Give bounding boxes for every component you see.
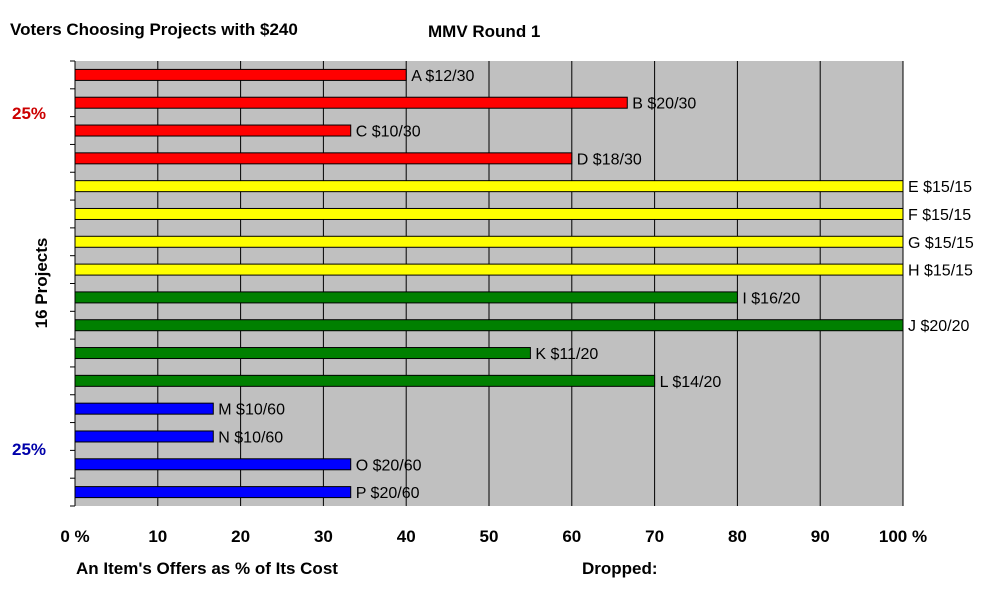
bar-a [74, 68, 407, 81]
bar-label: C $10/30 [356, 124, 421, 141]
x-tick-label: 30 [314, 527, 333, 546]
bar-c [74, 124, 352, 137]
bar-label: E $15/15 [908, 179, 972, 196]
bar-label: K $11/20 [535, 346, 598, 363]
x-tick-label: 100 % [879, 527, 927, 546]
x-tick-label: 40 [397, 527, 416, 546]
x-tick-label: 10 [148, 527, 167, 546]
top-group-share: 25% [12, 104, 47, 123]
chart-title: Voters Choosing Projects with $240 [10, 20, 298, 39]
bar-label: N $10/60 [218, 429, 283, 446]
bar-p [74, 486, 352, 499]
bar-i [74, 291, 738, 304]
x-tick-label: 20 [231, 527, 250, 546]
bar-m [74, 402, 214, 415]
bar-label: A $12/30 [411, 68, 474, 85]
bar-h [74, 263, 904, 276]
bar-j [74, 319, 904, 332]
bar-label: O $20/60 [356, 457, 422, 474]
bar-label: F $15/15 [908, 207, 971, 224]
round-title: MMV Round 1 [428, 22, 541, 41]
bar-n [74, 430, 214, 443]
bar-d [74, 152, 573, 165]
bar-b [74, 96, 628, 109]
bar-label: B $20/30 [632, 96, 696, 113]
bar-o [74, 458, 352, 471]
bar-f [74, 207, 904, 220]
bottom-group-share: 25% [12, 440, 47, 459]
x-tick-label: 0 % [60, 527, 89, 546]
bar-label: P $20/60 [356, 485, 420, 502]
bar-label: H $15/15 [908, 263, 973, 280]
bar-label: G $15/15 [908, 235, 974, 252]
dropped-label: Dropped: [582, 559, 658, 578]
bar-label: I $16/20 [742, 290, 800, 307]
x-tick-label: 80 [728, 527, 747, 546]
bar-l [74, 374, 656, 387]
bar-label: J $20/20 [908, 318, 969, 335]
bar-label: D $18/30 [577, 151, 642, 168]
bar-e [74, 180, 904, 193]
x-tick-label: 70 [645, 527, 664, 546]
bar-label: M $10/60 [218, 402, 285, 419]
x-tick-label: 60 [562, 527, 581, 546]
x-tick-label: 50 [480, 527, 499, 546]
x-axis-label: An Item's Offers as % of Its Cost [76, 559, 338, 578]
bar-g [74, 235, 904, 248]
bar-k [74, 347, 531, 360]
bar-label: L $14/20 [660, 374, 722, 391]
x-tick-label: 90 [811, 527, 830, 546]
